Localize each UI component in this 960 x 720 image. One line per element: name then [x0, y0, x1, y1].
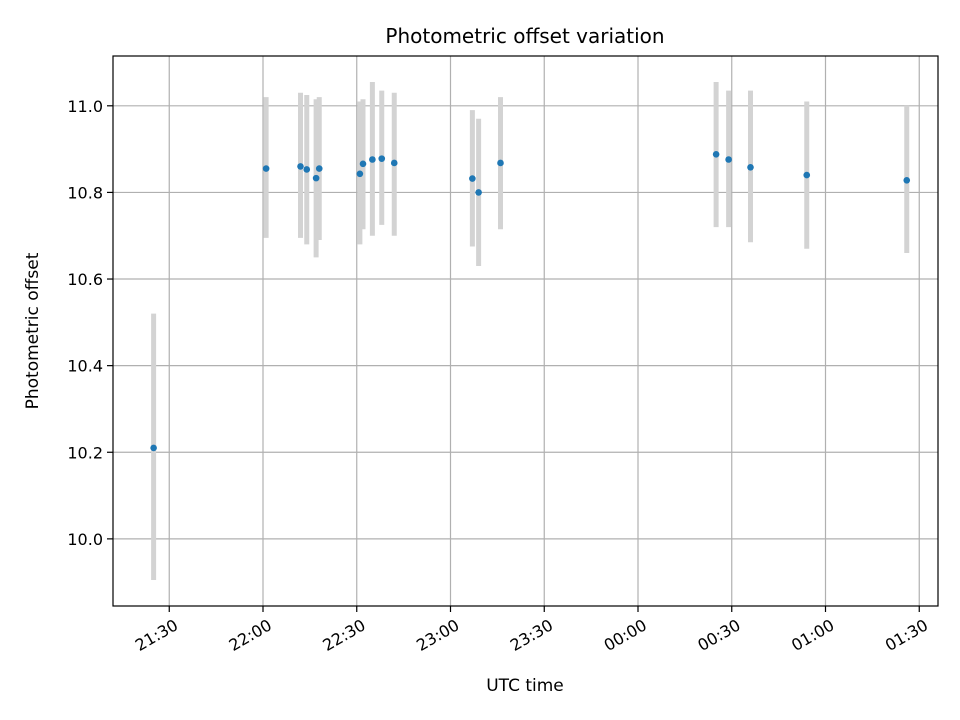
data-point — [747, 163, 754, 171]
data-point — [903, 176, 911, 184]
y-tick-label: 10.2 — [67, 443, 103, 462]
y-tick-label: 10.6 — [67, 270, 103, 289]
data-point — [369, 156, 376, 163]
y-axis-ticks: 10.0 10.2 10.4 10.6 10.8 11.0 — [67, 97, 113, 549]
data-point — [497, 159, 504, 167]
y-tick-label: 10.4 — [67, 357, 103, 376]
y-axis-label: Photometric offset — [23, 252, 43, 409]
data-point — [803, 171, 811, 179]
data-point — [469, 175, 476, 182]
data-point — [297, 163, 304, 170]
grid — [113, 56, 938, 606]
data-point — [356, 170, 364, 178]
data-point — [712, 151, 720, 158]
x-axis-label: UTC time — [486, 676, 564, 696]
data-point — [378, 155, 386, 162]
data-point — [475, 189, 482, 196]
data-point — [315, 165, 323, 172]
chart-title: Photometric offset variation — [385, 24, 664, 48]
data-point — [359, 160, 367, 168]
plot-frame — [112, 55, 939, 607]
data-point — [725, 156, 732, 163]
data-point — [390, 159, 398, 167]
y-tick-label: 11.0 — [67, 97, 103, 116]
data-points — [150, 151, 911, 452]
data-point — [303, 166, 311, 173]
y-tick-label: 10.0 — [67, 530, 103, 549]
data-point — [262, 165, 270, 172]
data-point — [312, 174, 320, 182]
data-point — [150, 444, 157, 452]
y-tick-label: 10.8 — [67, 183, 103, 202]
